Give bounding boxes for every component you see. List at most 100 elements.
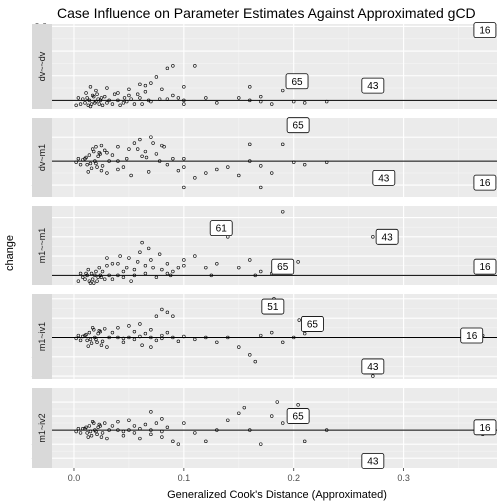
panel-background — [52, 388, 497, 468]
data-point — [204, 265, 208, 270]
data-point — [204, 96, 208, 100]
data-point — [215, 167, 219, 172]
data-point — [132, 431, 137, 435]
data-point — [121, 429, 126, 434]
data-point — [74, 336, 78, 341]
data-point — [270, 330, 274, 335]
data-point — [143, 90, 148, 94]
data-point — [371, 374, 375, 378]
data-point — [95, 279, 99, 283]
data-point — [121, 165, 126, 169]
data-point — [84, 91, 88, 95]
data-point — [292, 160, 296, 164]
data-point — [99, 435, 104, 439]
data-point — [171, 93, 175, 98]
data-point — [105, 256, 109, 260]
data-point — [100, 431, 105, 435]
data-point — [93, 335, 97, 340]
data-point — [98, 329, 103, 334]
data-point — [96, 154, 100, 159]
data-point — [121, 336, 126, 341]
point-label-box — [473, 22, 497, 39]
data-point — [143, 271, 148, 276]
data-point — [125, 99, 129, 104]
data-point — [140, 343, 144, 347]
point-label-box — [361, 358, 385, 375]
point-label: 16 — [479, 262, 491, 273]
data-point — [76, 333, 81, 338]
data-point — [171, 439, 175, 444]
data-point — [116, 428, 120, 432]
data-point — [146, 170, 151, 174]
data-point — [371, 235, 375, 239]
data-point — [94, 145, 98, 149]
data-point — [154, 314, 159, 318]
data-point — [85, 338, 89, 343]
data-point — [127, 87, 131, 91]
data-point — [93, 428, 97, 432]
data-point — [86, 344, 90, 348]
data-point — [84, 425, 88, 429]
data-point — [296, 260, 300, 264]
data-point — [103, 327, 107, 331]
data-point — [140, 102, 144, 106]
data-point — [74, 103, 78, 108]
data-point — [94, 88, 98, 93]
data-point — [154, 152, 159, 156]
data-point — [118, 103, 122, 108]
data-point — [92, 281, 96, 285]
data-point — [215, 101, 219, 105]
x-tick-label: 0.0 — [68, 473, 81, 483]
data-point — [138, 436, 142, 441]
data-point — [237, 345, 241, 349]
data-point — [157, 97, 162, 101]
data-point — [138, 137, 142, 142]
data-point — [132, 102, 137, 106]
data-point — [78, 338, 83, 343]
data-point — [176, 168, 181, 173]
data-point — [140, 240, 144, 245]
data-point — [105, 86, 109, 90]
data-point — [132, 337, 137, 342]
data-point — [136, 260, 140, 264]
data-point — [149, 135, 153, 139]
x-axis: 0.0 0.1 0.2 0.3 — [68, 468, 410, 483]
x-tick-label: 0.3 — [397, 473, 410, 483]
data-point — [237, 173, 241, 178]
point-label: 65 — [293, 412, 305, 423]
data-point — [281, 142, 285, 147]
data-point — [89, 166, 94, 170]
data-point — [95, 92, 99, 96]
data-point — [259, 333, 263, 338]
data-point — [90, 147, 95, 151]
data-point — [105, 151, 109, 155]
data-point — [171, 335, 175, 340]
data-point — [107, 335, 111, 340]
data-point — [132, 141, 137, 145]
point-label-box — [460, 327, 484, 344]
data-point — [136, 147, 140, 151]
strip-label: m1~iv2 — [37, 413, 47, 442]
data-point — [78, 431, 83, 435]
data-point — [96, 331, 100, 336]
point-label: 43 — [367, 362, 379, 373]
data-point — [303, 101, 307, 105]
data-point — [85, 431, 89, 435]
data-point — [138, 334, 142, 339]
data-point — [149, 432, 153, 437]
data-point — [270, 414, 274, 418]
data-point — [237, 411, 241, 415]
data-point — [88, 281, 93, 285]
data-point — [165, 66, 170, 71]
data-point — [157, 159, 162, 163]
data-point — [226, 335, 230, 340]
data-point — [116, 273, 120, 278]
data-point — [248, 353, 252, 357]
data-point — [138, 427, 142, 431]
data-point — [160, 435, 164, 439]
data-point — [193, 337, 197, 342]
data-point — [116, 98, 120, 103]
data-point — [259, 269, 263, 274]
